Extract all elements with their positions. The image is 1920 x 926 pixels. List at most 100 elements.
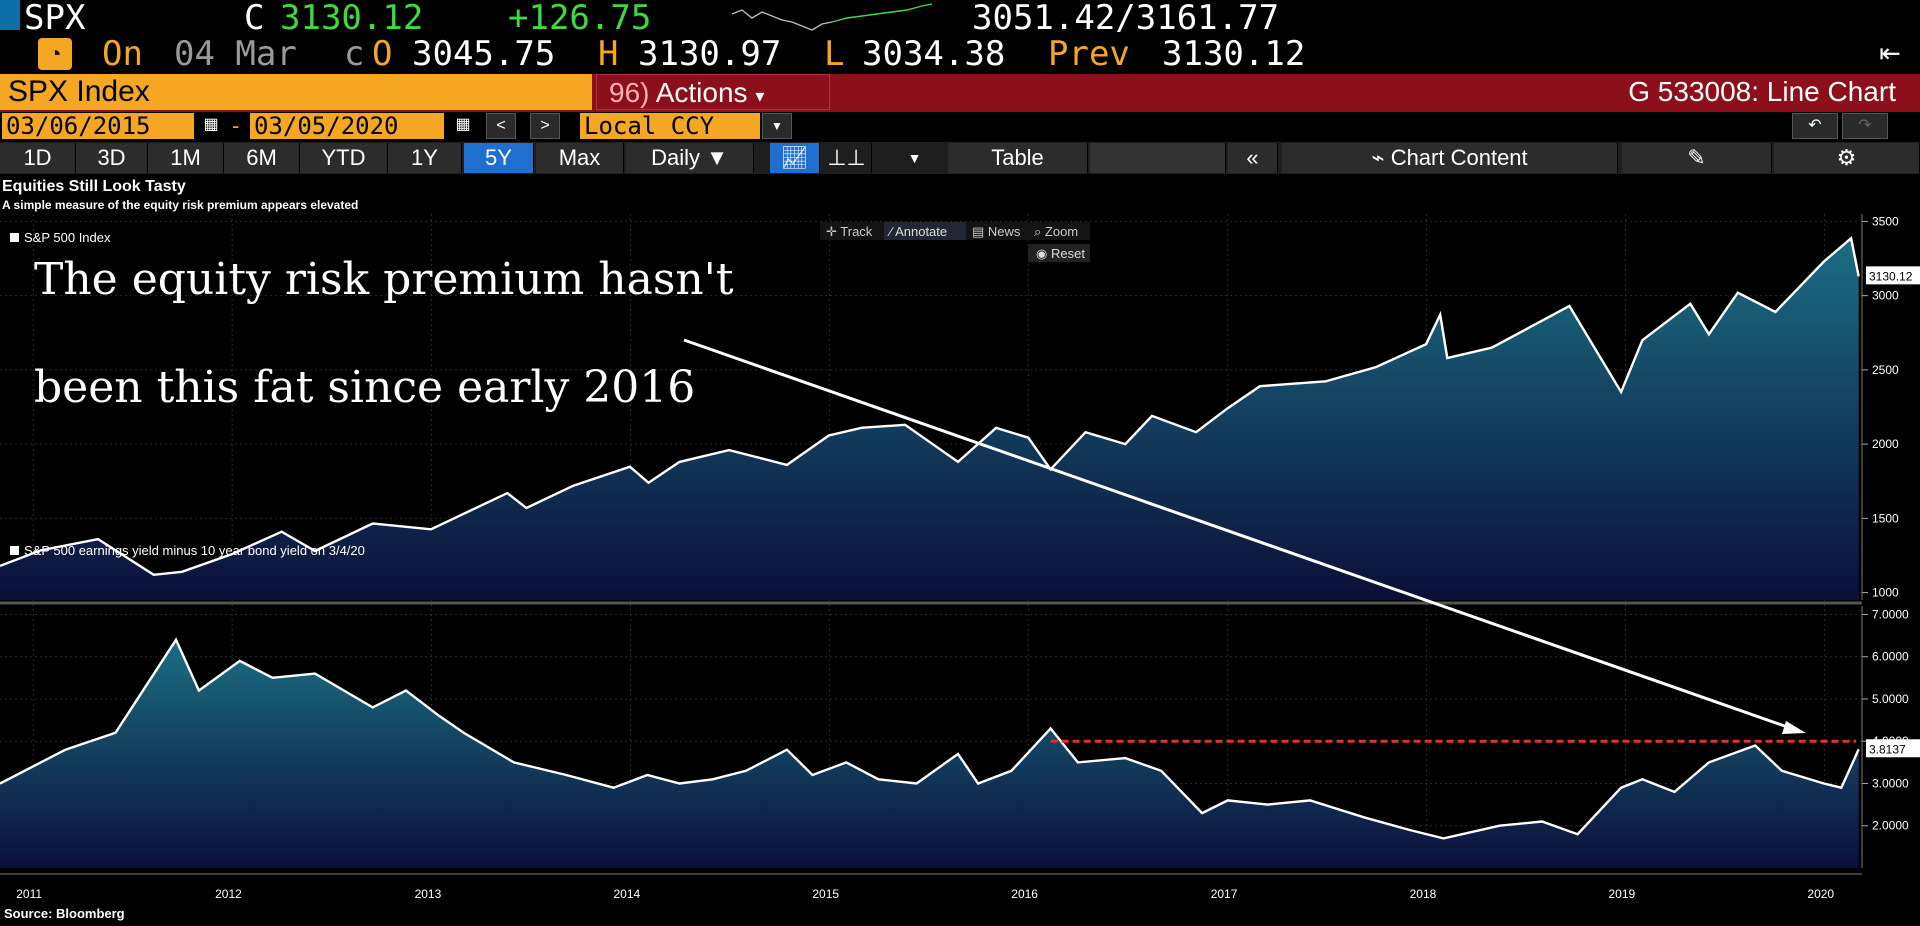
chart-content-icon: ⌁ [1371,145,1391,170]
chevron-down-icon: ▼ [706,145,728,170]
annotation-arrow [683,338,1797,732]
x-tick-label: 2018 [1410,887,1437,901]
gear-icon[interactable]: ⚙ [1774,143,1920,173]
actions-menu[interactable]: 96) Actions ▾ [596,74,830,110]
chart-name: G 533008: Line Chart [1628,76,1896,107]
x-tick-label: 2016 [1011,887,1038,901]
reset-button[interactable]: ◉ Reset [1036,246,1085,261]
y-tick-label: 5.0000 [1872,692,1909,706]
chart-content-button[interactable]: ⌁ Chart Content [1282,143,1618,173]
annotate-button[interactable]: ⁄ Annotate [887,224,947,239]
y-tick-label: 3.0000 [1872,776,1909,790]
y-tick-label: 2500 [1872,363,1899,377]
axes: 2011 2012 2013 2014 2015 2016 2017 2018 2019 2020… [0,214,1920,901]
chevron-down-icon: ▾ [755,86,765,106]
redo-icon[interactable]: ↷ [1842,113,1888,139]
quote-date-suffix: c [344,34,365,74]
quote-detail-row: ◔ On 04 Mar c O 3045.75 H 3130.97 L 3034… [0,36,1920,74]
tab-1m[interactable]: 1M [148,143,224,173]
y-tick-label: 2000 [1872,437,1899,451]
x-tick-label: 2013 [415,887,442,901]
high-label: H [598,34,619,74]
on-label: On [102,34,143,74]
chart-title: Equities Still Look Tasty [2,178,186,195]
chevron-down-icon[interactable]: ▼ [880,143,950,173]
prev-period-button[interactable]: < [486,113,516,139]
edit-icon[interactable]: ✎ [1622,143,1772,173]
news-button[interactable]: ▤ News [972,224,1021,239]
tab-ytd[interactable]: YTD [300,143,388,173]
annotation-arrowhead [1782,721,1806,734]
y-tick-label: 6.0000 [1872,650,1909,664]
annotation-line-1: The equity risk premium hasn't [34,254,734,305]
open-price: 3045.75 [412,34,556,74]
x-tick-label: 2014 [613,887,640,901]
low-price: 3034.38 [862,34,1006,74]
actions-label: Actions [655,77,748,108]
x-tick-label: 2020 [1807,887,1834,901]
tab-1d[interactable]: 1D [0,143,76,173]
start-date-field[interactable]: 03/06/2015 [2,113,194,139]
gauge-icon[interactable]: ◔ [38,38,72,70]
source-note: Source: Bloomberg [4,906,125,921]
ticker-symbol[interactable]: SPX [24,0,86,38]
collapse-icon[interactable]: « [1228,143,1278,173]
y-tick-label: 7.0000 [1872,607,1909,621]
y-tick-label: 2.0000 [1872,819,1909,833]
export-icon[interactable]: ⇤ [1879,38,1901,68]
tab-1y[interactable]: 1Y [388,143,462,173]
end-date-field[interactable]: 03/05/2020 [250,113,444,139]
tab-6m[interactable]: 6M [224,143,300,173]
track-button[interactable]: ✛ Track [826,224,873,239]
chart-overlay-toolbar: ✛ Track ⁄ Annotate ▤ News ⌕ Zoom ◉ Reset [820,222,1090,262]
spx-area [0,238,1859,601]
low-label: L [824,34,845,74]
prev-price: 3130.12 [1162,34,1306,74]
tab-3d[interactable]: 3D [76,143,148,173]
currency-select[interactable]: Local CCY [580,113,760,139]
frequency-label: Daily [651,145,700,170]
y-tick-label: 3500 [1872,214,1899,228]
legend-erp: S&P 500 earnings yield minus 10 year bon… [24,543,365,558]
x-tick-label: 2019 [1609,887,1636,901]
last-value-box [1866,266,1920,285]
open-label: O [372,34,393,74]
legend-swatch [10,233,19,242]
bar-chart-icon[interactable]: ⊥⊥ [822,143,872,173]
x-tick-label: 2015 [812,887,839,901]
date-dash: - [232,113,240,138]
calendar-icon[interactable]: ▦ [196,113,226,139]
legend-spx: S&P 500 Index [24,230,111,245]
close-label: C [244,0,265,38]
last-value-box [1866,739,1920,758]
actions-number: 96) [609,77,650,108]
tab-5y[interactable]: 5Y [464,143,534,173]
chevron-down-icon[interactable]: ▼ [762,113,792,139]
calendar-icon[interactable]: ▦ [448,113,478,139]
net-change: +126.75 [508,0,652,38]
chart-subtitle: A simple measure of the equity risk prem… [2,198,359,212]
last-value-label: 3130.12 [1869,269,1913,283]
prev-label: Prev [1048,34,1130,74]
tab-max[interactable]: Max [536,143,624,173]
legend-swatch [10,546,19,555]
erp-area [0,639,1859,868]
security-field[interactable]: SPX Index [0,74,592,110]
line-chart-icon[interactable]: 📈︎ [770,143,820,173]
zoom-button[interactable]: ⌕ Zoom [1034,224,1078,239]
last-value-label: 3.8137 [1869,742,1906,756]
spx-line [0,236,1860,577]
x-tick-label: 2011 [16,887,42,901]
erp-line [0,637,1860,840]
x-tick-label: 2012 [215,887,242,901]
undo-icon[interactable]: ↶ [1792,113,1838,139]
chart-canvas[interactable]: 2011 2012 2013 2014 2015 2016 2017 2018 2019 2020… [0,214,1920,904]
next-period-button[interactable]: > [530,113,560,139]
ticker-row: SPX C 3130.12 +126.75 3051.42/3161.77 [0,0,1920,36]
table-button[interactable]: Table [948,143,1088,173]
x-tick-label: 2017 [1211,887,1238,901]
chart-content-label: Chart Content [1390,145,1528,170]
frequency-select[interactable]: Daily ▼ [626,143,754,173]
close-price: 3130.12 [280,0,424,38]
y-tick-label: 3000 [1872,289,1899,303]
